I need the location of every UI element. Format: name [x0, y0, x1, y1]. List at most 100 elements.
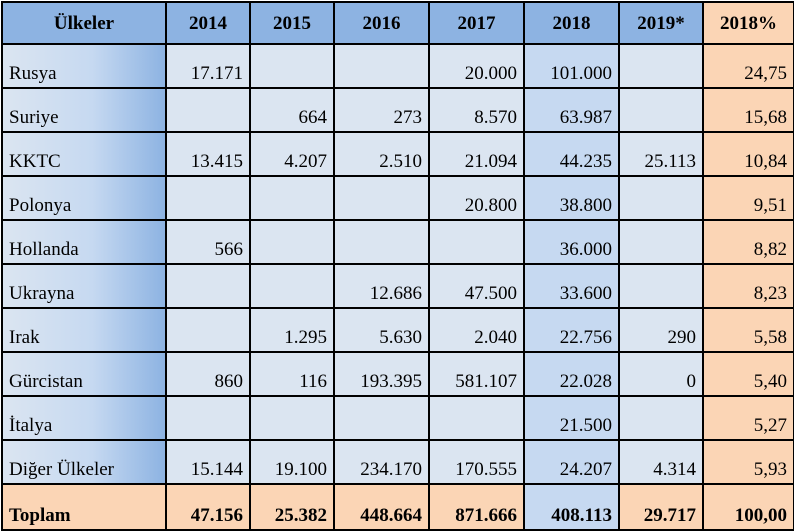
cell-2018-percent: 5,93 — [702, 439, 794, 485]
cell-2015 — [249, 395, 335, 441]
cell-2014 — [165, 175, 251, 221]
cell-country: Rusya — [1, 43, 167, 89]
cell-2014: 566 — [165, 219, 251, 265]
cell-2018: 63.987 — [523, 87, 620, 133]
cell-2017: 8.570 — [428, 87, 525, 133]
cell-2017: 581.107 — [428, 351, 525, 397]
table-header: Ülkeler 2014 2015 2016 2017 2018 2019* 2… — [1, 1, 794, 45]
total-cell-2015: 25.382 — [249, 483, 335, 531]
cell-2019: 290 — [618, 307, 704, 353]
cell-2018-percent: 9,51 — [702, 175, 794, 221]
cell-2017: 20.800 — [428, 175, 525, 221]
cell-2018: 36.000 — [523, 219, 620, 265]
cell-2014: 17.171 — [165, 43, 251, 89]
total-cell-2017: 871.666 — [428, 483, 525, 531]
cell-2019 — [618, 43, 704, 89]
total-cell-2016: 448.664 — [333, 483, 430, 531]
cell-2016: 5.630 — [333, 307, 430, 353]
table-row: İtalya 21.500 5,27 — [1, 395, 794, 441]
header-2014: 2014 — [165, 1, 251, 45]
cell-2018: 38.800 — [523, 175, 620, 221]
cell-2018: 22.028 — [523, 351, 620, 397]
table-row: KKTC 13.415 4.207 2.510 21.094 44.235 25.113 10… — [1, 131, 794, 177]
table-row: Ukrayna 12.686 47.500 33.600 8,23 — [1, 263, 794, 309]
cell-2015: 664 — [249, 87, 335, 133]
cell-country: Ukrayna — [1, 263, 167, 309]
cell-2015 — [249, 175, 335, 221]
cell-country: KKTC — [1, 131, 167, 177]
cell-2018: 22.756 — [523, 307, 620, 353]
cell-country: Polonya — [1, 175, 167, 221]
cell-2018: 24.207 — [523, 439, 620, 485]
cell-2018-percent: 24,75 — [702, 43, 794, 89]
cell-2017: 47.500 — [428, 263, 525, 309]
cell-country: Suriye — [1, 87, 167, 133]
cell-2018-percent: 15,68 — [702, 87, 794, 133]
cell-2019: 4.314 — [618, 439, 704, 485]
header-2015: 2015 — [249, 1, 335, 45]
cell-2015 — [249, 43, 335, 89]
cell-2015 — [249, 219, 335, 265]
cell-2018-percent: 5,58 — [702, 307, 794, 353]
cell-country: Diğer Ülkeler — [1, 439, 167, 485]
cell-2014 — [165, 87, 251, 133]
header-row: Ülkeler 2014 2015 2016 2017 2018 2019* 2… — [1, 1, 794, 45]
cell-2014 — [165, 395, 251, 441]
header-countries: Ülkeler — [1, 1, 167, 45]
cell-2018-percent: 8,82 — [702, 219, 794, 265]
cell-2017 — [428, 395, 525, 441]
header-2018-percent: 2018% — [702, 1, 794, 45]
cell-2016 — [333, 43, 430, 89]
table-row: Hollanda 566 36.000 8,82 — [1, 219, 794, 265]
cell-2019 — [618, 263, 704, 309]
total-cell-2018-percent: 100,00 — [702, 483, 794, 531]
total-row: Toplam 47.156 25.382 448.664 871.666 408.113 2… — [1, 483, 794, 531]
header-2018: 2018 — [523, 1, 620, 45]
cell-2017: 21.094 — [428, 131, 525, 177]
table-row: Gürcistan 860 116 193.395 581.107 22.028 0 5,40 — [1, 351, 794, 397]
table-row: Suriye 664 273 8.570 63.987 15,68 — [1, 87, 794, 133]
cell-2019: 0 — [618, 351, 704, 397]
cell-2018: 101.000 — [523, 43, 620, 89]
cell-2015: 4.207 — [249, 131, 335, 177]
cell-2019 — [618, 219, 704, 265]
cell-2015: 1.295 — [249, 307, 335, 353]
table-row: Polonya 20.800 38.800 9,51 — [1, 175, 794, 221]
total-cell-2014: 47.156 — [165, 483, 251, 531]
table-row: Diğer Ülkeler 15.144 19.100 234.170 170.555 2… — [1, 439, 794, 485]
cell-2016 — [333, 219, 430, 265]
cell-2014: 860 — [165, 351, 251, 397]
cell-2015: 116 — [249, 351, 335, 397]
cell-2019 — [618, 395, 704, 441]
table-row: Irak 1.295 5.630 2.040 22.756 290 5,58 — [1, 307, 794, 353]
cell-2016: 12.686 — [333, 263, 430, 309]
header-2019: 2019* — [618, 1, 704, 45]
cell-2016 — [333, 395, 430, 441]
table-row: Rusya 17.171 20.000 101.000 24,75 — [1, 43, 794, 89]
cell-2014 — [165, 307, 251, 353]
cell-2017: 170.555 — [428, 439, 525, 485]
cell-2018: 44.235 — [523, 131, 620, 177]
cell-2015: 19.100 — [249, 439, 335, 485]
cell-2016 — [333, 175, 430, 221]
cell-2017: 20.000 — [428, 43, 525, 89]
cell-2016: 273 — [333, 87, 430, 133]
cell-country: Irak — [1, 307, 167, 353]
total-cell-2019: 29.717 — [618, 483, 704, 531]
table-body: Rusya 17.171 20.000 101.000 24,75 Suriye 664 27… — [1, 43, 794, 531]
cell-2018-percent: 8,23 — [702, 263, 794, 309]
total-cell-country: Toplam — [1, 483, 167, 531]
cell-2014: 15.144 — [165, 439, 251, 485]
total-cell-2018: 408.113 — [523, 483, 620, 531]
cell-2018: 21.500 — [523, 395, 620, 441]
cell-2017 — [428, 219, 525, 265]
cell-2016: 2.510 — [333, 131, 430, 177]
cell-2019: 25.113 — [618, 131, 704, 177]
cell-2018-percent: 10,84 — [702, 131, 794, 177]
cell-2019 — [618, 87, 704, 133]
cell-2016: 234.170 — [333, 439, 430, 485]
cell-2016: 193.395 — [333, 351, 430, 397]
cell-2017: 2.040 — [428, 307, 525, 353]
cell-country: Gürcistan — [1, 351, 167, 397]
cell-2015 — [249, 263, 335, 309]
